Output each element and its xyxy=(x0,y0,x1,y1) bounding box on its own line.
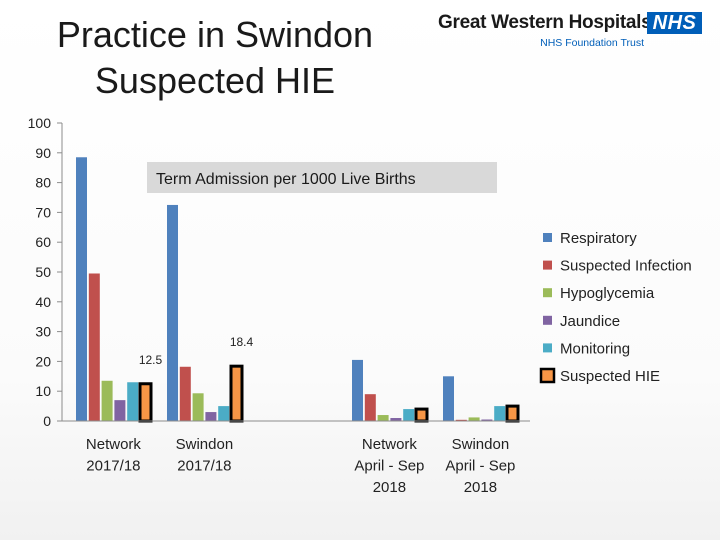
chart-title-box xyxy=(147,162,497,193)
legend-swatch xyxy=(543,343,552,353)
bar-respiratory xyxy=(443,376,454,421)
bar-hypoglycemia xyxy=(468,417,480,421)
x-category-label: April - Sep xyxy=(445,458,515,475)
y-tick-label: 100 xyxy=(28,115,52,131)
bar-hypoglycemia xyxy=(101,380,113,421)
bar-suspected-infection xyxy=(364,394,376,421)
legend-label: Jaundice xyxy=(560,313,620,330)
y-tick-label: 0 xyxy=(43,413,51,429)
bar-suspected-hie xyxy=(229,364,244,423)
x-category-label: 2018 xyxy=(373,479,406,496)
x-category-label: Swindon xyxy=(452,436,510,453)
legend-swatch xyxy=(543,260,552,270)
y-tick-label: 80 xyxy=(35,175,51,191)
legend-swatch xyxy=(543,233,552,242)
data-label: 12.5 xyxy=(139,353,163,367)
bar-respiratory xyxy=(76,157,87,421)
bar-monitoring xyxy=(494,406,506,421)
x-category-label: 2018 xyxy=(464,479,497,496)
y-tick-label: 90 xyxy=(35,145,51,161)
legend-label: Suspected HIE xyxy=(560,368,660,385)
y-tick-label: 70 xyxy=(35,204,51,220)
slide-title-line-2: Suspected HIE xyxy=(94,60,336,101)
bar-monitoring xyxy=(218,406,230,421)
logo-subtitle: NHS Foundation Trust xyxy=(540,37,644,49)
bar-suspected-hie xyxy=(138,382,153,423)
x-category-label: 2017/18 xyxy=(86,458,140,475)
slide-title-line-1: Practice in Swindon xyxy=(56,14,374,55)
legend-label: Monitoring xyxy=(560,340,630,357)
great-western-hospitals-logo: Great Western Hospitals NHS NHS Foundati… xyxy=(438,10,704,50)
legend-swatch xyxy=(539,367,556,384)
x-category-label: Network xyxy=(362,436,418,453)
x-category-label: Swindon xyxy=(176,436,234,453)
x-category-label: 2017/18 xyxy=(177,458,231,475)
y-tick-label: 30 xyxy=(35,324,51,340)
logo-name: Great Western Hospitals xyxy=(438,12,652,33)
bar-jaundice xyxy=(114,400,126,421)
legend-label: Suspected Infection xyxy=(560,258,692,275)
legend-label: Respiratory xyxy=(560,230,637,247)
y-tick-label: 60 xyxy=(35,234,51,250)
x-category-label: April - Sep xyxy=(354,458,424,475)
bar-hypoglycemia xyxy=(192,393,204,421)
bar-jaundice xyxy=(390,418,402,421)
y-tick-label: 50 xyxy=(35,264,51,280)
slide-title: Practice in Swindon Suspected HIE xyxy=(20,12,410,104)
x-category-label: Network xyxy=(86,436,142,453)
y-tick-label: 40 xyxy=(35,294,51,310)
bar-monitoring xyxy=(403,409,415,421)
data-label: 18.4 xyxy=(230,335,254,349)
bar-jaundice xyxy=(205,412,217,421)
chart-title: Term Admission per 1000 Live Births xyxy=(156,171,416,188)
bar-respiratory xyxy=(167,204,178,421)
nhs-badge: NHS xyxy=(647,12,702,34)
bar-suspected-infection xyxy=(88,273,100,421)
bar-respiratory xyxy=(352,359,363,421)
bar-suspected-hie xyxy=(414,407,429,423)
bar-monitoring xyxy=(127,382,139,421)
y-tick-label: 20 xyxy=(35,353,51,369)
legend-label: Hypoglycemia xyxy=(560,285,655,302)
legend-swatch xyxy=(543,288,552,298)
bar-suspected-hie xyxy=(505,404,520,423)
bar-suspected-infection xyxy=(179,366,191,421)
bar-suspected-infection xyxy=(455,419,467,421)
legend-swatch xyxy=(543,315,552,325)
y-tick-label: 10 xyxy=(35,383,51,399)
bar-hypoglycemia xyxy=(377,415,389,421)
bar-jaundice xyxy=(481,419,493,421)
